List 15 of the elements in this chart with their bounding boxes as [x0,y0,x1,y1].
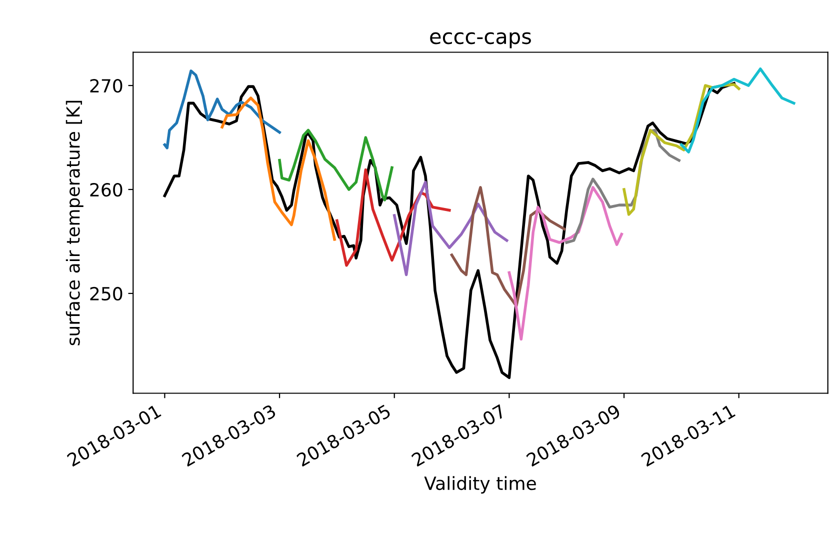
y-tick-label: 260 [90,182,122,197]
line-series [508,186,624,341]
line-series [450,186,566,308]
line-series [622,83,740,216]
y-tick-label: 270 [90,78,122,93]
line-series [163,70,281,150]
line-series [336,168,451,267]
x-axis-title: Validity time [424,476,536,494]
line-series [278,128,394,202]
y-tick-label: 250 [90,286,122,301]
chart-title: eccc-caps [430,32,531,48]
y-axis-title: surface air temperature [K] [66,100,84,346]
line-series [220,96,336,241]
line-series [392,180,508,276]
line-series [680,67,796,154]
